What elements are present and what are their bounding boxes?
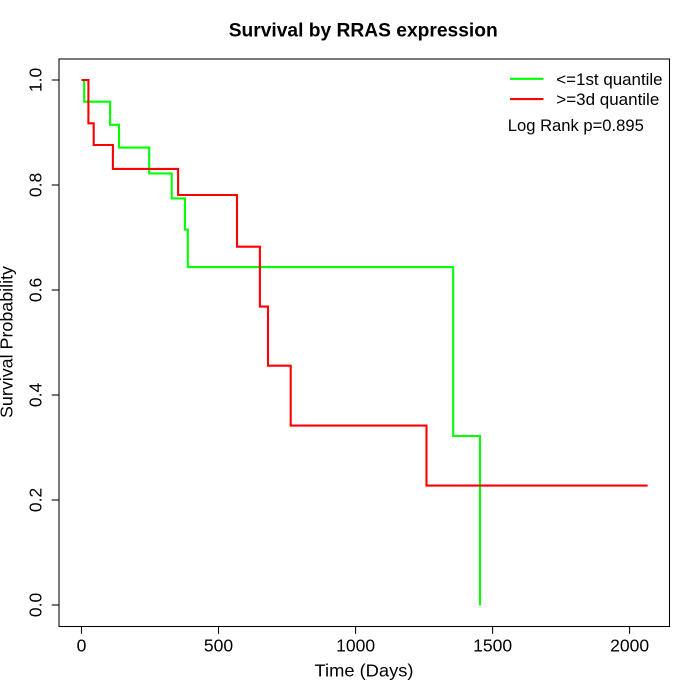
- svg-text:1000: 1000: [336, 635, 375, 655]
- svg-text:Survival Probability: Survival Probability: [0, 266, 16, 418]
- svg-text:>=3d quantile: >=3d quantile: [556, 90, 659, 109]
- svg-text:0.2: 0.2: [26, 488, 46, 512]
- svg-text:1500: 1500: [473, 635, 512, 655]
- svg-text:2000: 2000: [610, 635, 649, 655]
- svg-text:0.8: 0.8: [26, 173, 46, 197]
- svg-text:Time (Days): Time (Days): [315, 661, 414, 681]
- svg-text:0.6: 0.6: [26, 278, 46, 302]
- svg-text:1.0: 1.0: [26, 68, 46, 93]
- svg-text:<=1st quantile: <=1st quantile: [556, 70, 662, 89]
- svg-text:Log Rank p=0.895: Log Rank p=0.895: [508, 116, 644, 135]
- svg-text:500: 500: [204, 635, 233, 655]
- svg-text:Survival by RRAS expression: Survival by RRAS expression: [229, 20, 498, 42]
- svg-text:0: 0: [77, 635, 87, 655]
- svg-text:0.0: 0.0: [26, 593, 46, 618]
- svg-text:0.4: 0.4: [26, 383, 46, 408]
